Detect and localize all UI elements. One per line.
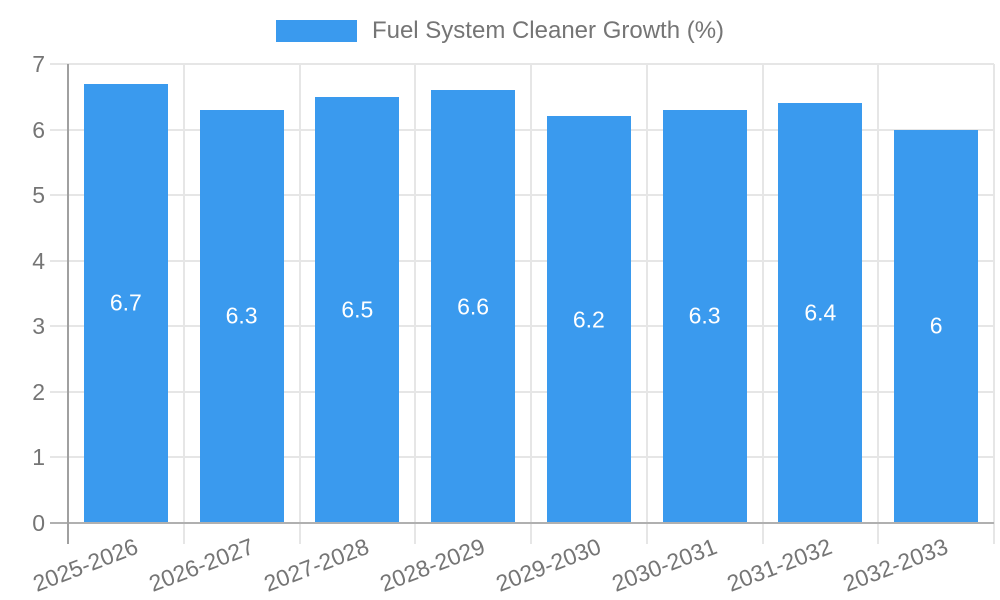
- gridline-y-4: [50, 259, 994, 262]
- y-axis-label-6: 6: [32, 116, 45, 143]
- gridline-y-3: [50, 325, 994, 328]
- bar-value-label: 6.5: [341, 296, 374, 323]
- gridline-y-5: [50, 194, 994, 197]
- gridline-x-8: [993, 64, 995, 544]
- bar-2027-2028[interactable]: 6.5: [315, 96, 400, 523]
- bar-2031-2032[interactable]: 6.4: [778, 103, 863, 523]
- bar-value-label: 6.7: [109, 289, 142, 316]
- y-axis-label-3: 3: [32, 313, 45, 340]
- legend-swatch-icon: [275, 20, 357, 42]
- bar-2032-2033[interactable]: 6: [894, 129, 979, 523]
- bar-2026-2027[interactable]: 6.3: [199, 109, 284, 523]
- gridline-y-2: [50, 390, 994, 393]
- gridline-x-2: [298, 64, 301, 544]
- x-axis-label-2032-2033: 2032-2033: [839, 533, 952, 597]
- legend-label: Fuel System Cleaner Growth (%): [371, 17, 725, 44]
- plot-area: 6.7 6.3 6.5 6.6 6.2 6.3 6.4 6: [50, 63, 995, 544]
- gridline-y-1: [50, 456, 994, 459]
- bar-value-label: 6: [929, 312, 943, 339]
- y-axis-line: [67, 64, 69, 544]
- x-axis-line: [50, 522, 994, 524]
- bar-value-label: 6.6: [457, 293, 490, 320]
- gridline-y-7: [50, 63, 994, 65]
- y-axis-label-2: 2: [32, 378, 45, 405]
- gridline-x-7: [877, 64, 880, 544]
- bar-2028-2029[interactable]: 6.6: [431, 90, 516, 523]
- x-axis-label-anchor: 2032-2033: [702, 533, 951, 597]
- legend[interactable]: Fuel System Cleaner Growth (%): [0, 7, 1000, 55]
- y-axis-label-4: 4: [32, 247, 45, 274]
- bar-2029-2030[interactable]: 6.2: [546, 116, 631, 523]
- bar-2025-2026[interactable]: 6.7: [83, 83, 168, 523]
- gridline-x-4: [530, 64, 532, 544]
- y-axis-label-0: 0: [32, 510, 45, 536]
- gridline-x-3: [414, 64, 417, 544]
- gridline-y-6: [50, 128, 994, 131]
- y-axis-label-5: 5: [32, 182, 45, 209]
- gridline-x-5: [645, 64, 648, 544]
- gridline-x-6: [761, 64, 764, 544]
- y-axis-label-7: 7: [32, 51, 45, 77]
- bar-value-label: 6.4: [804, 299, 837, 326]
- gridline-x-1: [182, 64, 185, 544]
- bar-value-label: 6.3: [225, 302, 258, 329]
- bar-value-label: 6.2: [572, 306, 605, 333]
- y-axis-label-1: 1: [32, 444, 45, 471]
- bar-2030-2031[interactable]: 6.3: [662, 109, 747, 523]
- bar-value-label: 6.3: [688, 302, 721, 329]
